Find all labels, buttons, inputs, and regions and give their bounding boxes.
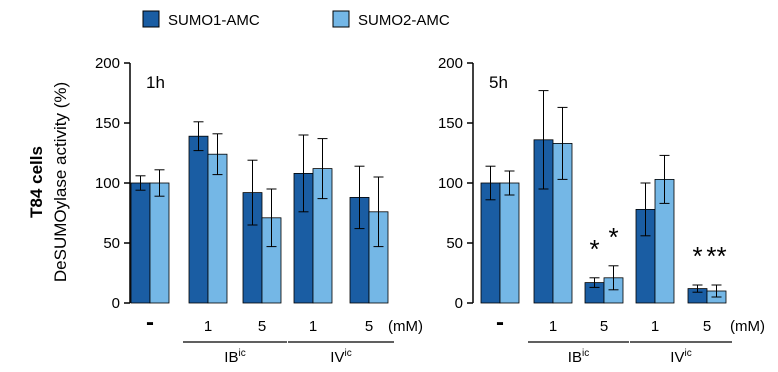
panel-label: 1h (146, 73, 165, 92)
y-axis-title-cells: T84 cells (27, 146, 46, 218)
bar-sumo2 (149, 182, 170, 304)
bar-sumo1 (480, 182, 501, 304)
legend-label-sumo1: SUMO1-AMC (168, 12, 260, 29)
x-tick-label: 5 (365, 318, 373, 335)
y-tick-label: 0 (112, 295, 120, 312)
legend: SUMO1-AMC SUMO2-AMC (142, 10, 450, 29)
panel-label: 5h (489, 73, 508, 92)
group-label: IBic (224, 348, 245, 366)
x-tick-label: 1 (204, 318, 212, 335)
significance-marker: ** (706, 241, 726, 271)
significance-marker: * (692, 241, 702, 271)
x-unit-label: (mM) (730, 318, 765, 335)
y-tick-label: 100 (95, 175, 120, 192)
x-tick-label: 5 (703, 318, 711, 335)
x-tick-label: 1 (651, 318, 659, 335)
y-tick-label: 150 (438, 115, 463, 132)
legend-swatch-sumo1 (142, 10, 160, 28)
group-label: IBic (568, 348, 589, 366)
y-tick-label: 50 (103, 235, 120, 252)
significance-marker: * (608, 222, 618, 252)
x-tick-label: - (496, 309, 504, 336)
x-tick-label: - (146, 309, 154, 336)
y-tick-label: 0 (455, 295, 463, 312)
panel-1h: 0 50 100 150 200 1h - 1 5 1 5 (mM) IBic IVic (95, 55, 423, 366)
group-label: IVic (670, 348, 691, 366)
bar-sumo2 (499, 182, 520, 304)
bar-sumo2 (207, 153, 228, 304)
bar-sumo1 (130, 182, 151, 304)
legend-swatch-sumo2 (332, 10, 350, 28)
y-tick-label: 200 (95, 55, 120, 72)
x-tick-label: 1 (309, 318, 317, 335)
bar-sumo1 (188, 135, 209, 304)
y-axis-title: DeSUMOylase activity (%) (51, 82, 70, 282)
x-unit-label: (mM) (388, 318, 423, 335)
y-tick-label: 200 (438, 55, 463, 72)
y-tick-label: 100 (438, 175, 463, 192)
x-tick-label: 1 (549, 318, 557, 335)
legend-label-sumo2: SUMO2-AMC (358, 12, 450, 29)
significance-marker: * (589, 234, 599, 264)
x-tick-label: 5 (258, 318, 266, 335)
y-tick-label: 150 (95, 115, 120, 132)
y-tick-label: 50 (446, 235, 463, 252)
group-label: IVic (330, 348, 351, 366)
x-tick-label: 5 (600, 318, 608, 335)
